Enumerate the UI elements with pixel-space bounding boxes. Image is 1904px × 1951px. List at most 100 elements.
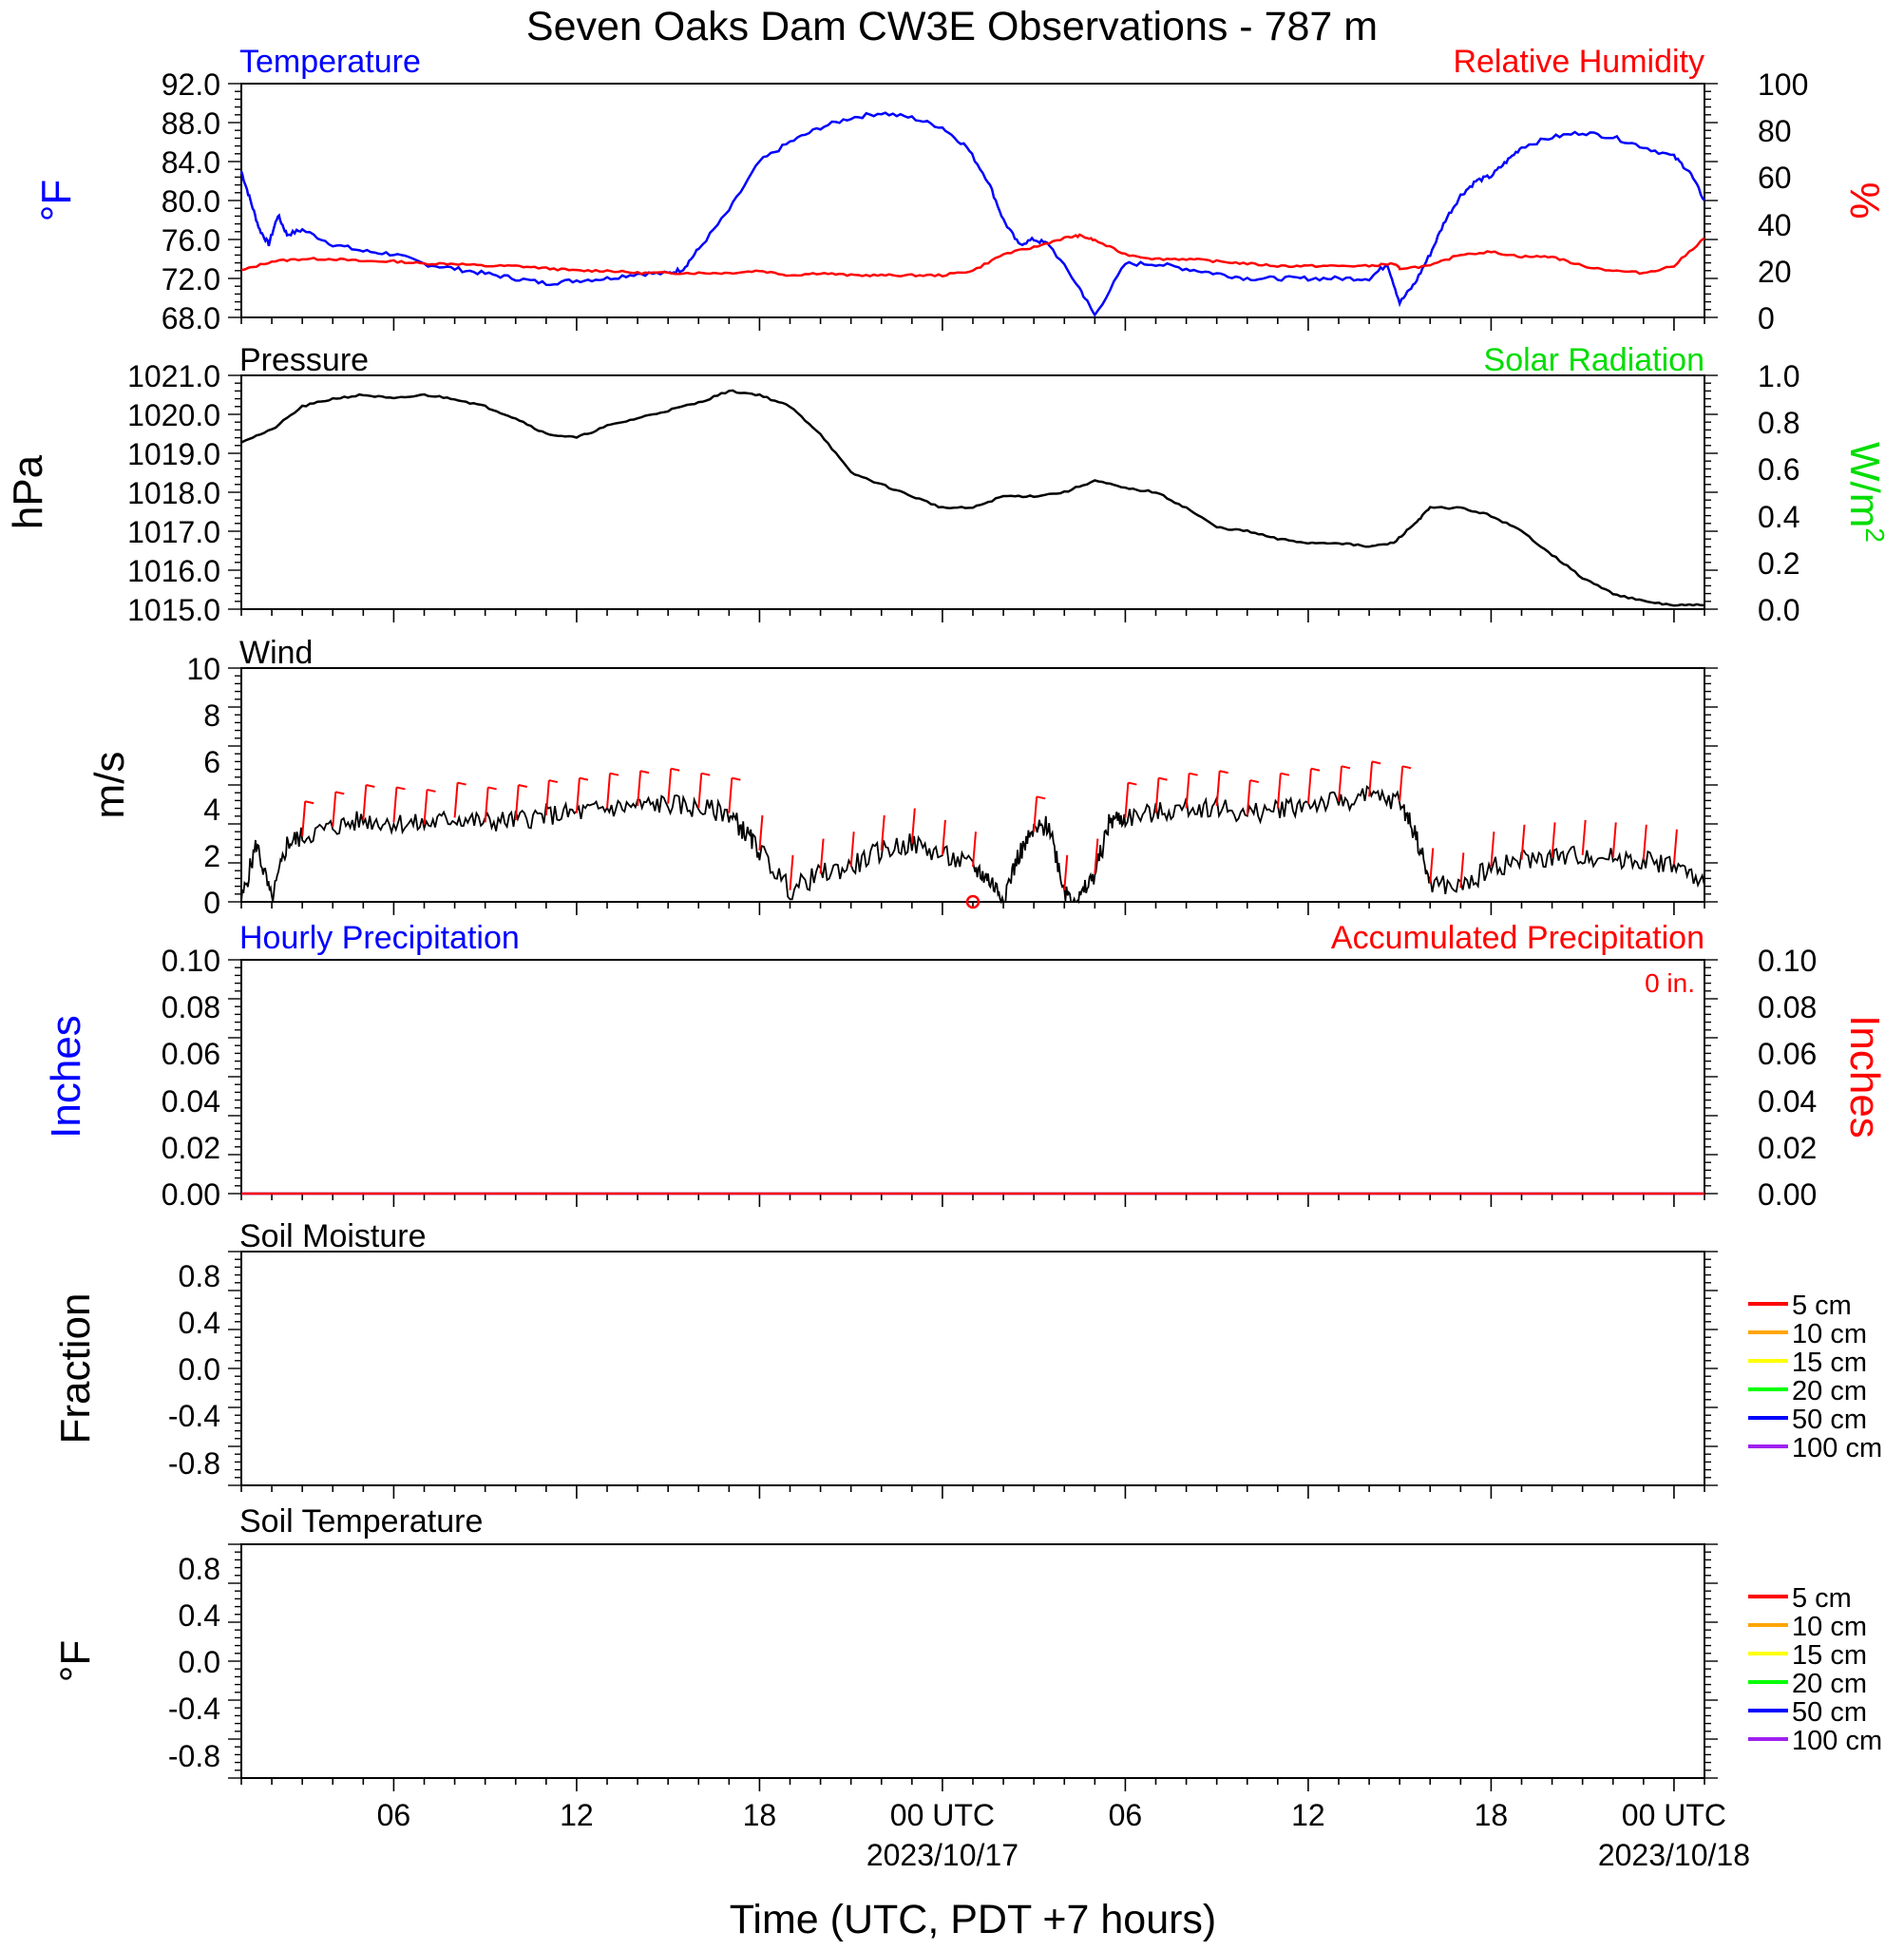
wind-barb-staff <box>484 787 489 823</box>
soil-temperature-tick-label: -0.4 <box>168 1692 220 1726</box>
pressure-tick-label: 1017.0 <box>127 515 220 549</box>
wind-barb-flag <box>457 781 466 786</box>
wind-barb-staff <box>1094 838 1099 874</box>
humidity-title: Relative Humidity <box>1453 44 1704 80</box>
precip-panel: Hourly Precipitation Accumulated Precipi… <box>43 920 1888 1212</box>
wind-barb-staff <box>910 808 916 844</box>
wind-barb-staff <box>972 832 977 868</box>
wind-barb-staff <box>1581 819 1587 855</box>
humidity-ylabel: % <box>1841 182 1888 219</box>
soil-moisture-tick-label: 0.0 <box>179 1352 220 1387</box>
solar-tick-label: 0.0 <box>1758 593 1799 627</box>
wind-barb-flag <box>1189 772 1198 776</box>
wind-barb-flag <box>579 776 589 781</box>
wind-barb-flag <box>1249 779 1259 784</box>
soil-temperature-title: Soil Temperature <box>239 1503 483 1540</box>
precip-right-ticks: 0.10 0.08 0.06 0.04 0.02 0.00 <box>1758 944 1817 1212</box>
wind-tick-marks <box>228 667 1718 915</box>
wind-barb-staff <box>1124 782 1130 818</box>
wind-barb-staff <box>1154 777 1160 813</box>
legend-label: 15 cm <box>1792 1348 1867 1378</box>
wind-barb-flag <box>1341 765 1351 770</box>
wind-barb-staff <box>637 771 642 807</box>
temperature-ylabel: °F <box>33 180 80 221</box>
temperature-series-line <box>239 111 1705 317</box>
wind-barb-flag <box>427 788 436 793</box>
wind-barbs <box>301 760 1678 890</box>
wind-series-line <box>240 785 1705 905</box>
soil-temperature-left-ticks: 0.8 0.4 0.0 -0.4 -0.8 <box>168 1552 220 1773</box>
wind-barb-flag <box>1280 772 1290 776</box>
wind-barb-staff <box>1611 822 1617 858</box>
wind-barb-staff <box>362 784 368 820</box>
precip-tick-label: 0.02 <box>162 1131 220 1165</box>
accum-precip-total: 0 in. <box>1645 968 1695 998</box>
legend-item: 5 cm <box>1748 1583 1852 1614</box>
pressure-series-line <box>240 389 1705 607</box>
wind-barb-flag <box>670 767 680 772</box>
wind-barb-flag <box>335 791 345 795</box>
wind-barb-staff <box>514 784 520 820</box>
wind-barb-staff <box>1399 766 1404 802</box>
temperature-tick-label: 84.0 <box>162 145 220 180</box>
accum-precip-title: Accumulated Precipitation <box>1331 920 1704 956</box>
wind-barb-staff <box>1459 852 1465 889</box>
wind-barb-staff <box>758 814 764 851</box>
soil-moisture-tick-label: 0.8 <box>179 1259 220 1293</box>
wind-barb-flag <box>487 786 497 791</box>
x-tick-label: 06 <box>377 1798 411 1832</box>
soil-temperature-tick-label: 0.0 <box>179 1645 220 1679</box>
soil-moisture-tick-label: -0.4 <box>168 1399 220 1433</box>
wind-barb-staff <box>544 779 550 816</box>
soil-moisture-ylabel: Fraction <box>52 1293 99 1444</box>
humidity-right-ticks: 100 80 60 40 20 0 <box>1758 67 1808 335</box>
pressure-panel: Pressure Solar Radiation hPa W/m2 1021.0… <box>5 342 1890 627</box>
legend-item: 50 cm <box>1748 1405 1867 1435</box>
wind-barb-staff <box>1306 768 1312 804</box>
solar-title: Solar Radiation <box>1484 342 1704 378</box>
accum-tick-label: 0.04 <box>1758 1084 1817 1119</box>
temperature-tick-label: 68.0 <box>162 301 220 335</box>
humidity-tick-label: 100 <box>1758 67 1808 102</box>
wind-barb-flag <box>1036 795 1046 800</box>
legend-item: 50 cm <box>1748 1697 1867 1728</box>
wind-barb-flag <box>701 772 711 776</box>
hourly-precip-ylabel: Inches <box>43 1015 89 1138</box>
legend-item: 15 cm <box>1748 1348 1867 1378</box>
soil-moisture-plot-frame <box>240 1251 1705 1486</box>
wind-barb-staff <box>1215 771 1221 807</box>
legend-item: 20 cm <box>1748 1376 1867 1406</box>
wind-barb-flag <box>304 800 314 805</box>
soil-moisture-legend: 5 cm 10 cm 15 cm 20 cm 50 cm 100 cm <box>1748 1291 1882 1463</box>
temperature-tick-label: 88.0 <box>162 106 220 141</box>
precip-tick-label: 0.08 <box>162 990 220 1024</box>
pressure-tick-label: 1018.0 <box>127 476 220 510</box>
soil-temperature-ylabel: °F <box>52 1640 99 1682</box>
x-tick-date-label: 2023/10/18 <box>1598 1838 1750 1872</box>
wind-barb-flag <box>609 772 619 776</box>
legend-item: 5 cm <box>1748 1291 1852 1321</box>
temperature-title: Temperature <box>239 44 421 80</box>
accum-tick-label: 0.00 <box>1758 1177 1817 1212</box>
accum-precip-ylabel: Inches <box>1841 1015 1888 1138</box>
legend-item: 100 cm <box>1748 1726 1882 1756</box>
wind-title: Wind <box>239 635 313 671</box>
soil-moisture-panel: Soil Moisture Fraction 0.8 0.4 0.0 -0.4 … <box>52 1218 1882 1499</box>
wind-barb-flag <box>396 786 406 791</box>
wind-barb-staff <box>1490 832 1495 868</box>
wind-barb-flag <box>732 776 741 781</box>
x-tick-label: 12 <box>1291 1798 1325 1832</box>
precip-tick-label: 0.06 <box>162 1037 220 1071</box>
wind-barb-staff <box>789 854 794 890</box>
wind-barb-staff <box>1185 773 1190 809</box>
precip-left-ticks: 0.10 0.08 0.06 0.04 0.02 0.00 <box>162 944 220 1212</box>
legend-label: 10 cm <box>1792 1612 1867 1642</box>
wind-ylabel: m/s <box>86 752 133 819</box>
wind-barb-flag <box>1371 760 1381 765</box>
legend-label: 5 cm <box>1792 1291 1852 1321</box>
solar-right-ticks: 1.0 0.8 0.6 0.4 0.2 0.0 <box>1758 359 1799 627</box>
wind-barb-staff <box>453 782 459 818</box>
temperature-tick-label: 76.0 <box>162 223 220 258</box>
humidity-tick-label: 40 <box>1758 208 1792 242</box>
